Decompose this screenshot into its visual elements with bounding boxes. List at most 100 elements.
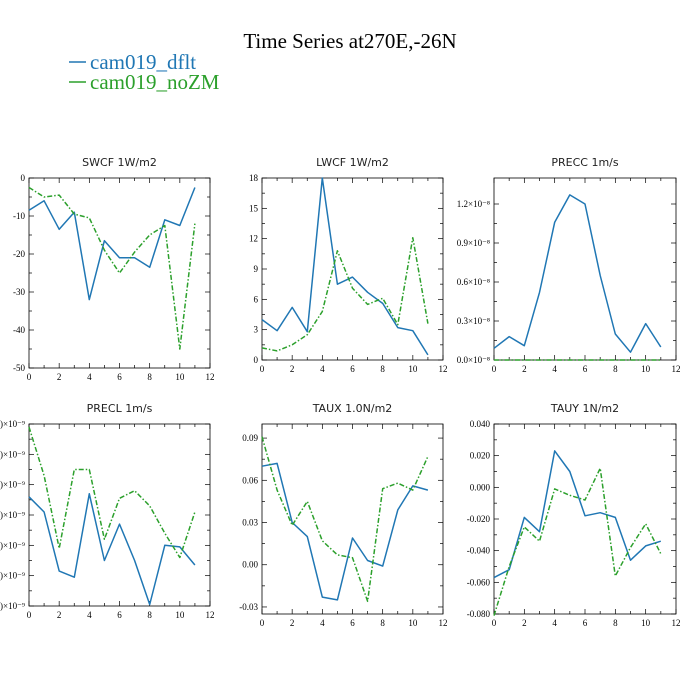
y-tick-label: )×10⁻⁹ bbox=[0, 601, 25, 611]
panel-title: TAUY 1N/m2 bbox=[550, 402, 619, 415]
y-tick-label: 0.3×10⁻⁸ bbox=[457, 316, 490, 326]
y-tick-label: -0.060 bbox=[467, 577, 491, 587]
y-tick-label: 0.0×10⁻⁸ bbox=[457, 355, 490, 365]
y-tick-label: -20 bbox=[13, 249, 25, 259]
panel-title: PRECC 1m/s bbox=[551, 156, 619, 169]
x-tick-label: 0 bbox=[492, 364, 497, 374]
panel-5: TAUY 1N/m2 0 2 4 6 8 10 12 -0.080 -0.060 -0.040 -0.… bbox=[467, 402, 681, 628]
x-tick-label: 8 bbox=[380, 618, 385, 628]
x-tick-label: 10 bbox=[641, 364, 651, 374]
panel-0: SWCF 1W/m2 0 2 4 6 8 10 12 0 -10 -20 -30 -40 -50 bbox=[13, 156, 215, 382]
x-tick-label: 6 bbox=[350, 364, 355, 374]
x-tick-label: 12 bbox=[439, 364, 448, 374]
x-tick-label: 6 bbox=[117, 610, 122, 620]
y-tick-label: 0.03 bbox=[242, 518, 258, 528]
y-tick-label: 0.040 bbox=[470, 419, 491, 429]
y-tick-label: 0.9×10⁻⁸ bbox=[457, 238, 490, 248]
plot-frame bbox=[493, 423, 677, 615]
x-tick-label: 0 bbox=[260, 364, 265, 374]
x-tick-label: 10 bbox=[641, 618, 651, 628]
x-tick-label: 2 bbox=[57, 610, 62, 620]
y-tick-label: 18 bbox=[249, 173, 259, 183]
panel-title: TAUX 1.0N/m2 bbox=[312, 402, 393, 415]
y-tick-label: -10 bbox=[13, 211, 25, 221]
y-tick-label: 0 bbox=[21, 173, 26, 183]
panel-1: LWCF 1W/m2 0 2 4 6 8 10 12 0 3 6 9 12 15 18 bbox=[249, 156, 448, 374]
series-line-dflt bbox=[493, 194, 662, 353]
y-tick-label: )×10⁻⁹ bbox=[0, 480, 25, 490]
y-tick-label: 6 bbox=[254, 294, 259, 304]
series-line-dflt bbox=[28, 493, 196, 606]
y-tick-label: 0 bbox=[254, 355, 259, 365]
x-tick-label: 4 bbox=[552, 618, 557, 628]
x-tick-label: 6 bbox=[117, 372, 122, 382]
x-tick-label: 2 bbox=[290, 618, 295, 628]
series-line-nozm bbox=[261, 436, 429, 603]
y-tick-label: 0.000 bbox=[470, 482, 491, 492]
legend: cam019_dflt cam019_noZM bbox=[69, 50, 220, 94]
x-tick-label: 10 bbox=[408, 618, 418, 628]
legend-label-nozm: cam019_noZM bbox=[90, 70, 220, 94]
panel-title: LWCF 1W/m2 bbox=[316, 156, 389, 169]
y-tick-label: 0.6×10⁻⁸ bbox=[457, 277, 490, 287]
y-tick-label: -0.040 bbox=[467, 546, 491, 556]
y-tick-label: 0.06 bbox=[242, 475, 258, 485]
x-tick-label: 8 bbox=[613, 364, 618, 374]
y-tick-label: )×10⁻⁹ bbox=[0, 510, 25, 520]
legend-label-dflt: cam019_dflt bbox=[90, 50, 196, 74]
x-tick-label: 12 bbox=[206, 372, 215, 382]
series-line-dflt bbox=[261, 462, 429, 601]
panel-2: PRECC 1m/s 0 2 4 6 8 10 12 0.0×10⁻⁸ 0.3×10⁻⁸ 0.6×1… bbox=[457, 156, 681, 374]
plot-frame bbox=[261, 177, 444, 361]
y-tick-label: 0.020 bbox=[470, 451, 491, 461]
series-line-nozm bbox=[28, 186, 196, 350]
x-tick-label: 6 bbox=[583, 364, 588, 374]
figure-title: Time Series at270E,-26N bbox=[243, 29, 456, 53]
y-tick-label: 0.00 bbox=[242, 560, 258, 570]
x-tick-label: 8 bbox=[147, 610, 152, 620]
x-tick-label: 12 bbox=[439, 618, 448, 628]
x-tick-label: 8 bbox=[147, 372, 152, 382]
y-tick-label: 0.09 bbox=[242, 433, 258, 443]
y-tick-label: -40 bbox=[13, 325, 25, 335]
y-tick-label: 12 bbox=[249, 234, 258, 244]
x-tick-label: 2 bbox=[290, 364, 295, 374]
y-tick-label: -0.080 bbox=[467, 609, 491, 619]
x-tick-label: 10 bbox=[175, 372, 185, 382]
x-tick-label: 4 bbox=[320, 364, 325, 374]
y-tick-label: )×10⁻⁹ bbox=[0, 571, 25, 581]
series-line-dflt bbox=[493, 450, 662, 579]
panels: SWCF 1W/m2 0 2 4 6 8 10 12 0 -10 -20 -30 -40 -50 LWCF … bbox=[0, 156, 680, 628]
x-tick-label: 2 bbox=[522, 364, 527, 374]
x-tick-label: 10 bbox=[175, 610, 185, 620]
y-tick-label: 15 bbox=[249, 203, 259, 213]
x-tick-label: 10 bbox=[408, 364, 418, 374]
plot-frame bbox=[28, 177, 211, 369]
y-tick-label: )×10⁻⁹ bbox=[0, 540, 25, 550]
x-tick-label: 0 bbox=[492, 618, 497, 628]
x-tick-label: 0 bbox=[27, 372, 32, 382]
plot-frame bbox=[28, 423, 211, 607]
series-line-nozm bbox=[493, 467, 662, 616]
y-tick-label: )×10⁻⁹ bbox=[0, 419, 25, 429]
panel-3: PRECL 1m/s 0 2 4 6 8 10 12)×10⁻⁹)×10⁻⁹)×10⁻⁹)×1… bbox=[0, 402, 214, 620]
panel-title: SWCF 1W/m2 bbox=[82, 156, 157, 169]
x-tick-label: 4 bbox=[320, 618, 325, 628]
x-tick-label: 12 bbox=[672, 618, 681, 628]
y-tick-label: 3 bbox=[254, 325, 259, 335]
x-tick-label: 4 bbox=[87, 610, 92, 620]
y-tick-label: -30 bbox=[13, 287, 25, 297]
x-tick-label: 12 bbox=[672, 364, 681, 374]
y-tick-label: 9 bbox=[254, 264, 259, 274]
x-tick-label: 0 bbox=[260, 618, 265, 628]
x-tick-label: 6 bbox=[583, 618, 588, 628]
x-tick-label: 2 bbox=[57, 372, 62, 382]
panel-4: TAUX 1.0N/m2 0 2 4 6 8 10 12 -0.03 0.00 0.03 0.06 0.… bbox=[239, 402, 447, 628]
x-tick-label: 4 bbox=[552, 364, 557, 374]
panel-title: PRECL 1m/s bbox=[87, 402, 153, 415]
series-line-dflt bbox=[28, 187, 196, 301]
y-tick-label: )×10⁻⁹ bbox=[0, 449, 25, 459]
series-line-nozm bbox=[261, 236, 429, 352]
x-tick-label: 2 bbox=[522, 618, 527, 628]
